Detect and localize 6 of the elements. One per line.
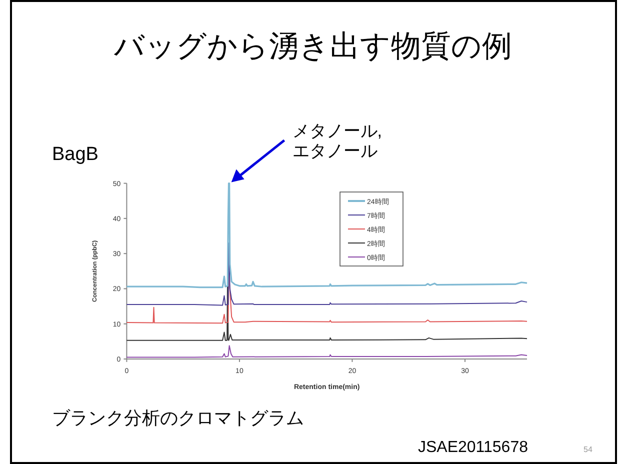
chart-title: バッグから湧き出す物質の例: [113, 30, 512, 63]
annotation: メタノール, エタノール: [292, 121, 382, 160]
text: 54: [584, 445, 593, 454]
chart-subtitle: BagB: [52, 144, 98, 165]
text: ブランク分析のクロマトグラム: [52, 408, 304, 428]
text: JSAE20115678: [418, 439, 528, 456]
